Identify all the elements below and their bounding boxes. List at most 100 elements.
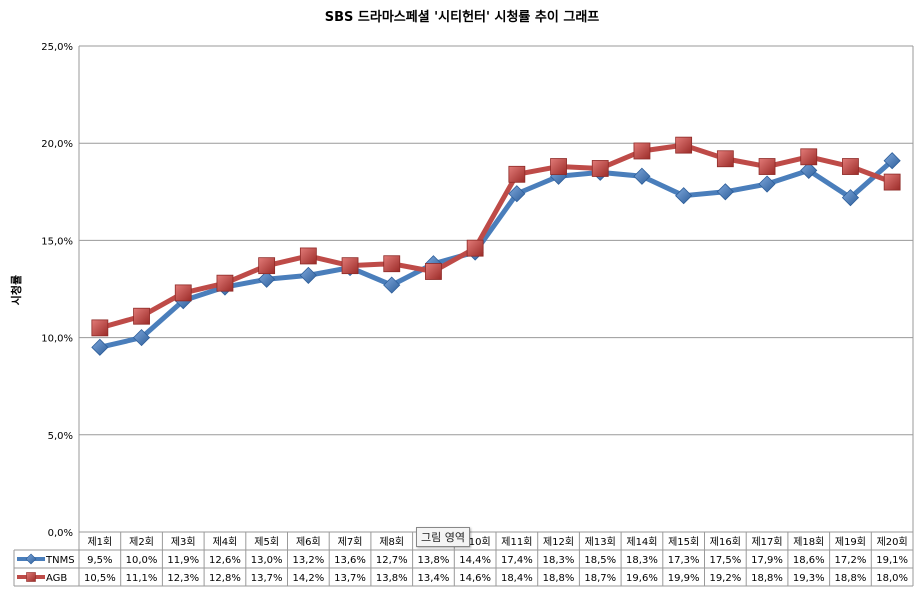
- category-label: 제1회: [87, 536, 112, 548]
- data-point-tnms: [383, 276, 401, 294]
- category-label: 제14회: [626, 536, 657, 548]
- category-label: 제5회: [254, 536, 279, 548]
- data-table-cell: 18,3%: [626, 555, 658, 566]
- data-table-cell: 13,6%: [334, 555, 366, 566]
- y-tick-label: 0,0%: [48, 528, 73, 539]
- data-table-cell: 17,2%: [835, 555, 867, 566]
- data-table-cell: 11,9%: [167, 555, 199, 566]
- data-table-cell: 18,8%: [835, 573, 867, 584]
- data-table-cell: 18,4%: [501, 573, 533, 584]
- chart-title: SBS 드라마스페셜 '시티헌터' 시청률 추이 그래프: [325, 9, 600, 25]
- data-table-cell: 10,5%: [84, 573, 116, 584]
- data-point-agb: [800, 148, 818, 166]
- category-label: 제13회: [585, 536, 616, 548]
- data-table-cell: 11,1%: [126, 573, 158, 584]
- data-point-agb: [591, 160, 609, 177]
- data-table-cell: 12,7%: [376, 555, 408, 566]
- data-point-tnms: [883, 152, 901, 170]
- category-label: 제17회: [751, 536, 782, 548]
- data-point-agb: [258, 257, 276, 275]
- data-table-cell: 18,3%: [543, 555, 575, 566]
- y-tick-label: 20,0%: [41, 139, 73, 150]
- data-table-cell: 17,9%: [751, 555, 783, 566]
- legend-series-name: AGB: [46, 573, 67, 584]
- category-label: 제3회: [171, 536, 196, 548]
- data-point-agb: [174, 284, 192, 302]
- data-point-agb: [299, 247, 317, 265]
- data-point-tnms: [800, 161, 818, 179]
- data-table-cell: 13,8%: [418, 555, 450, 566]
- data-table: 제1회제2회제3회제4회제5회제6회제7회제8회제9회제10회제11회제12회제…: [13, 531, 914, 587]
- data-point-agb: [508, 165, 526, 183]
- y-tick-label: 25,0%: [41, 42, 73, 53]
- data-point-tnms: [91, 338, 109, 356]
- data-table-cell: 12,3%: [167, 573, 199, 584]
- data-point-tnms: [675, 187, 693, 205]
- data-table-cell: 13,8%: [376, 573, 408, 584]
- data-point-tnms: [633, 167, 651, 185]
- data-point-tnms: [258, 270, 276, 288]
- category-label: 제11회: [501, 536, 532, 548]
- series-lines: [97, 142, 895, 350]
- data-table-cell: 13,7%: [251, 573, 283, 584]
- category-label: 제18회: [793, 536, 824, 548]
- data-point-tnms: [841, 189, 860, 207]
- data-point-agb: [883, 173, 901, 191]
- category-label: 제7회: [338, 536, 363, 548]
- y-tick-label: 5,0%: [48, 431, 73, 442]
- data-table-cell: 13,0%: [251, 555, 283, 566]
- data-table-cell: 19,9%: [668, 573, 700, 584]
- legend-key-marker: [26, 572, 36, 582]
- data-point-agb: [633, 142, 651, 160]
- data-point-tnms: [758, 175, 776, 193]
- data-table-cell: 14,2%: [292, 573, 324, 584]
- data-table-cell: 14,6%: [459, 573, 491, 584]
- data-point-agb: [425, 263, 442, 280]
- category-label: 제19회: [835, 536, 866, 548]
- data-point-agb: [550, 158, 567, 175]
- data-table-cell: 17,5%: [709, 555, 741, 566]
- category-label: 제2회: [129, 536, 154, 548]
- data-table-cell: 18,8%: [543, 573, 575, 584]
- data-table-cell: 19,6%: [626, 573, 658, 584]
- category-label: 제6회: [296, 536, 321, 548]
- data-table-cell: 12,6%: [209, 555, 241, 566]
- data-table-cell: 12,8%: [209, 573, 241, 584]
- data-point-agb: [842, 158, 859, 175]
- category-label: 제12회: [543, 536, 574, 548]
- data-point-tnms: [508, 185, 526, 203]
- series-line-tnms: [97, 158, 895, 350]
- gridlines: [78, 45, 914, 533]
- data-table-cell: 18,0%: [876, 573, 908, 584]
- data-table-cell: 18,7%: [584, 573, 616, 584]
- data-point-agb: [758, 158, 776, 175]
- y-tick-label: 15,0%: [41, 236, 73, 247]
- data-point-agb: [133, 307, 150, 325]
- data-table-cell: 19,3%: [793, 573, 825, 584]
- data-point-agb: [716, 150, 734, 168]
- data-point-tnms: [132, 329, 151, 347]
- category-label: 제15회: [668, 536, 699, 548]
- data-table-cell: 18,5%: [584, 555, 616, 566]
- data-table-cell: 19,2%: [709, 573, 741, 584]
- data-point-agb: [91, 319, 109, 337]
- category-label: 제4회: [213, 536, 238, 548]
- y-tick-label: 10,0%: [41, 334, 73, 345]
- data-table-cell: 9,5%: [87, 555, 112, 566]
- data-table-cell: 19,1%: [876, 555, 908, 566]
- data-table-cell: 17,4%: [501, 555, 533, 566]
- legend-key-marker: [25, 553, 37, 565]
- category-label: 제16회: [710, 536, 741, 548]
- data-table-cell: 13,2%: [292, 555, 324, 566]
- data-point-agb: [675, 136, 693, 154]
- y-axis-label: 시청률: [9, 275, 23, 305]
- y-axis-ticks: 0,0% 5,0% 10,0% 15,0% 20,0% 25,0%: [41, 42, 73, 539]
- data-point-agb: [383, 255, 401, 273]
- data-point-agb: [466, 239, 484, 257]
- category-label: 제20회: [877, 536, 908, 548]
- plot-area-tooltip: 그림 영역: [416, 527, 470, 547]
- series-markers: [91, 136, 901, 356]
- data-table-cell: 14,4%: [459, 555, 491, 566]
- data-point-agb: [216, 274, 234, 292]
